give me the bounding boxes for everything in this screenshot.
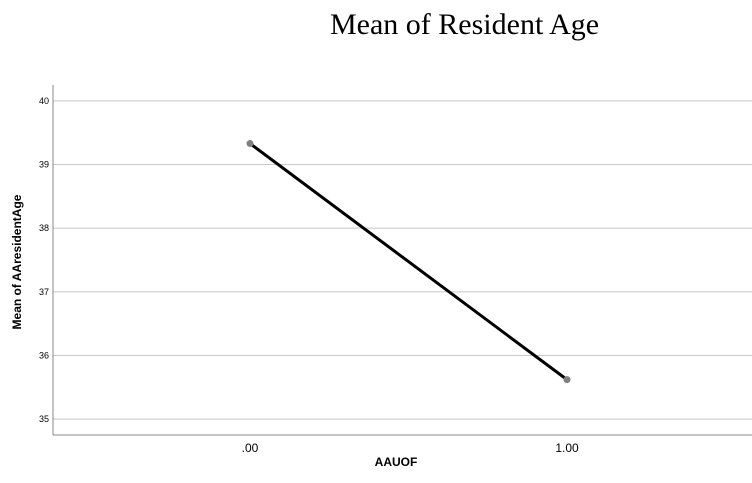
chart-title: Mean of Resident Age <box>330 8 600 41</box>
data-point <box>246 140 254 148</box>
data-point <box>563 376 571 384</box>
y-tick-label: 39 <box>39 160 49 170</box>
x-axis-title: AAUOF <box>375 455 418 469</box>
y-axis-title: Mean of AAresidentAge <box>10 194 24 329</box>
series-line <box>248 142 569 382</box>
x-tick-label: .00 <box>242 441 259 455</box>
x-tick-label: 1.00 <box>555 441 579 455</box>
x-tick-labels: .00 1.00 <box>242 441 579 455</box>
y-tick-label: 36 <box>39 350 49 360</box>
y-tick-label: 40 <box>39 96 49 106</box>
y-tick-label: 37 <box>39 287 49 297</box>
gridlines <box>53 100 752 420</box>
y-tick-label: 35 <box>39 414 49 424</box>
series-layer <box>246 140 571 384</box>
y-tick-label: 38 <box>39 223 49 233</box>
y-tick-labels: 35 36 37 38 39 40 <box>39 96 49 424</box>
